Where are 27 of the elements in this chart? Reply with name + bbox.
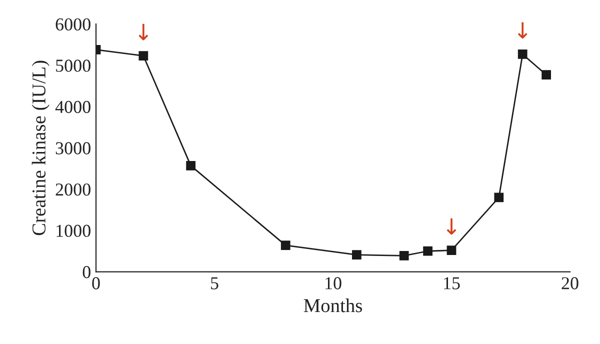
point — [518, 50, 528, 59]
annotation: ↓ — [518, 22, 528, 39]
y-tick-label: 6000 — [56, 18, 90, 31]
x-tick-label: 15 — [444, 277, 460, 290]
y-tick-label: 0 — [82, 266, 90, 278]
x-tick-label: 10 — [326, 277, 342, 290]
y-axis-title: Creatine kinase (IU/L) — [32, 60, 50, 236]
x-tick-label: 0 — [92, 277, 100, 290]
y-tick-label: 2000 — [56, 183, 90, 196]
point — [446, 246, 456, 255]
point — [138, 51, 148, 61]
x-tick-label: 20 — [562, 277, 578, 290]
y-tick-label: 1000 — [56, 224, 90, 237]
point — [494, 192, 504, 202]
point — [352, 250, 362, 260]
annotation: ↓ — [138, 24, 148, 40]
x-axis-title: Months — [304, 298, 362, 312]
y-tick-label: 3000 — [56, 142, 90, 154]
y-tick-label: 4000 — [55, 100, 90, 114]
x-tick-label: 5 — [211, 277, 218, 290]
annotation: ↓ — [446, 218, 456, 235]
point — [423, 246, 432, 256]
point — [186, 160, 196, 170]
point — [542, 70, 551, 80]
point — [399, 250, 409, 260]
y-tick-label: 5000 — [56, 60, 90, 72]
point — [280, 240, 290, 250]
